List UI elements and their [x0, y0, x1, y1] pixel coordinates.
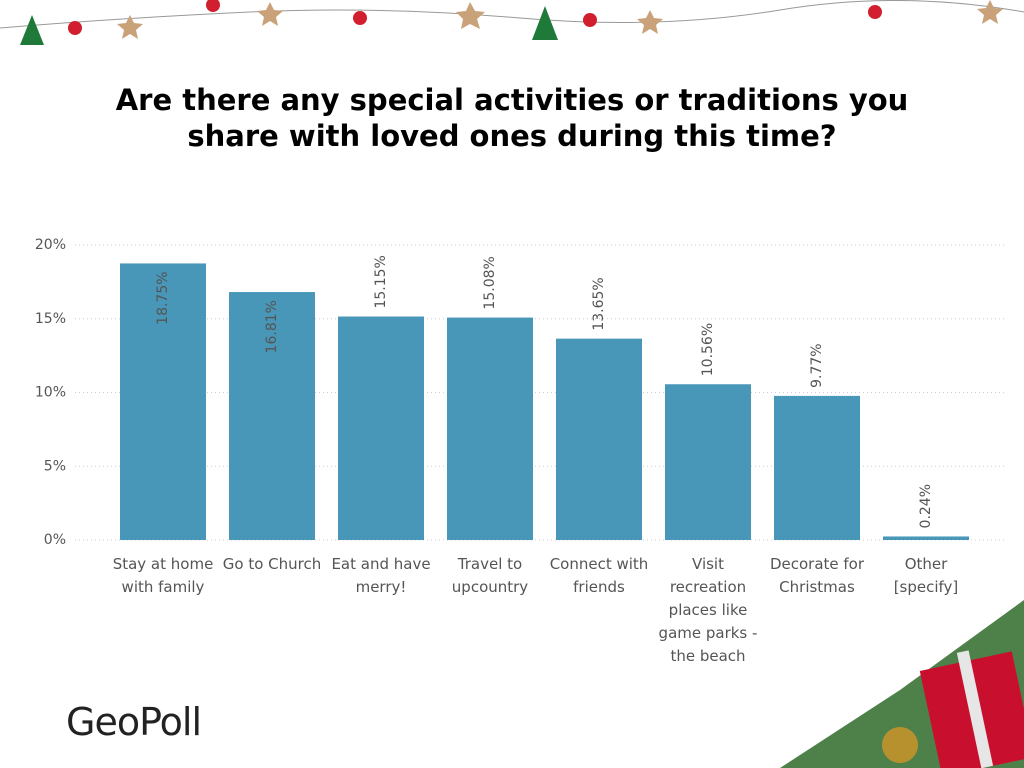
y-tick-label: 5%: [44, 458, 66, 474]
logo: GeoPoll: [66, 700, 202, 744]
value-label: 13.65%: [591, 277, 607, 330]
bar: [883, 536, 969, 540]
value-label: 10.56%: [700, 323, 716, 376]
value-label: 16.81%: [264, 300, 280, 353]
value-label: 9.77%: [809, 343, 825, 387]
bar: [338, 316, 424, 540]
x-tick-label: Visit recreation places like game parks …: [658, 555, 758, 665]
x-tick-label: Connect with friends: [549, 555, 649, 596]
value-label: 18.75%: [155, 271, 171, 324]
y-tick-label: 0%: [44, 532, 66, 548]
y-tick-label: 15%: [35, 311, 66, 327]
x-tick-label: Go to Church: [222, 555, 322, 573]
bar: [774, 395, 860, 540]
x-tick-label: Stay at home with family: [112, 555, 214, 596]
bar: [556, 338, 642, 540]
bar: [665, 384, 751, 540]
bar: [447, 317, 533, 540]
value-label: 15.08%: [482, 256, 498, 309]
garland: [0, 0, 1024, 45]
value-label: 15.15%: [373, 255, 389, 308]
gift-decoration: [780, 600, 1024, 768]
y-tick-label: 20%: [35, 237, 66, 253]
x-tick-label: Travel to upcountry: [451, 555, 529, 596]
x-tick-label: Other [specify]: [893, 555, 959, 596]
y-tick-label: 10%: [35, 385, 66, 401]
value-label: 0.24%: [918, 484, 934, 528]
chart-title: Are there any special activities or trad…: [115, 83, 909, 153]
x-tick-label: Decorate for Christmas: [769, 555, 865, 596]
bar: [120, 263, 206, 540]
bar: [229, 292, 315, 540]
x-tick-label: Eat and have merry!: [331, 555, 431, 596]
